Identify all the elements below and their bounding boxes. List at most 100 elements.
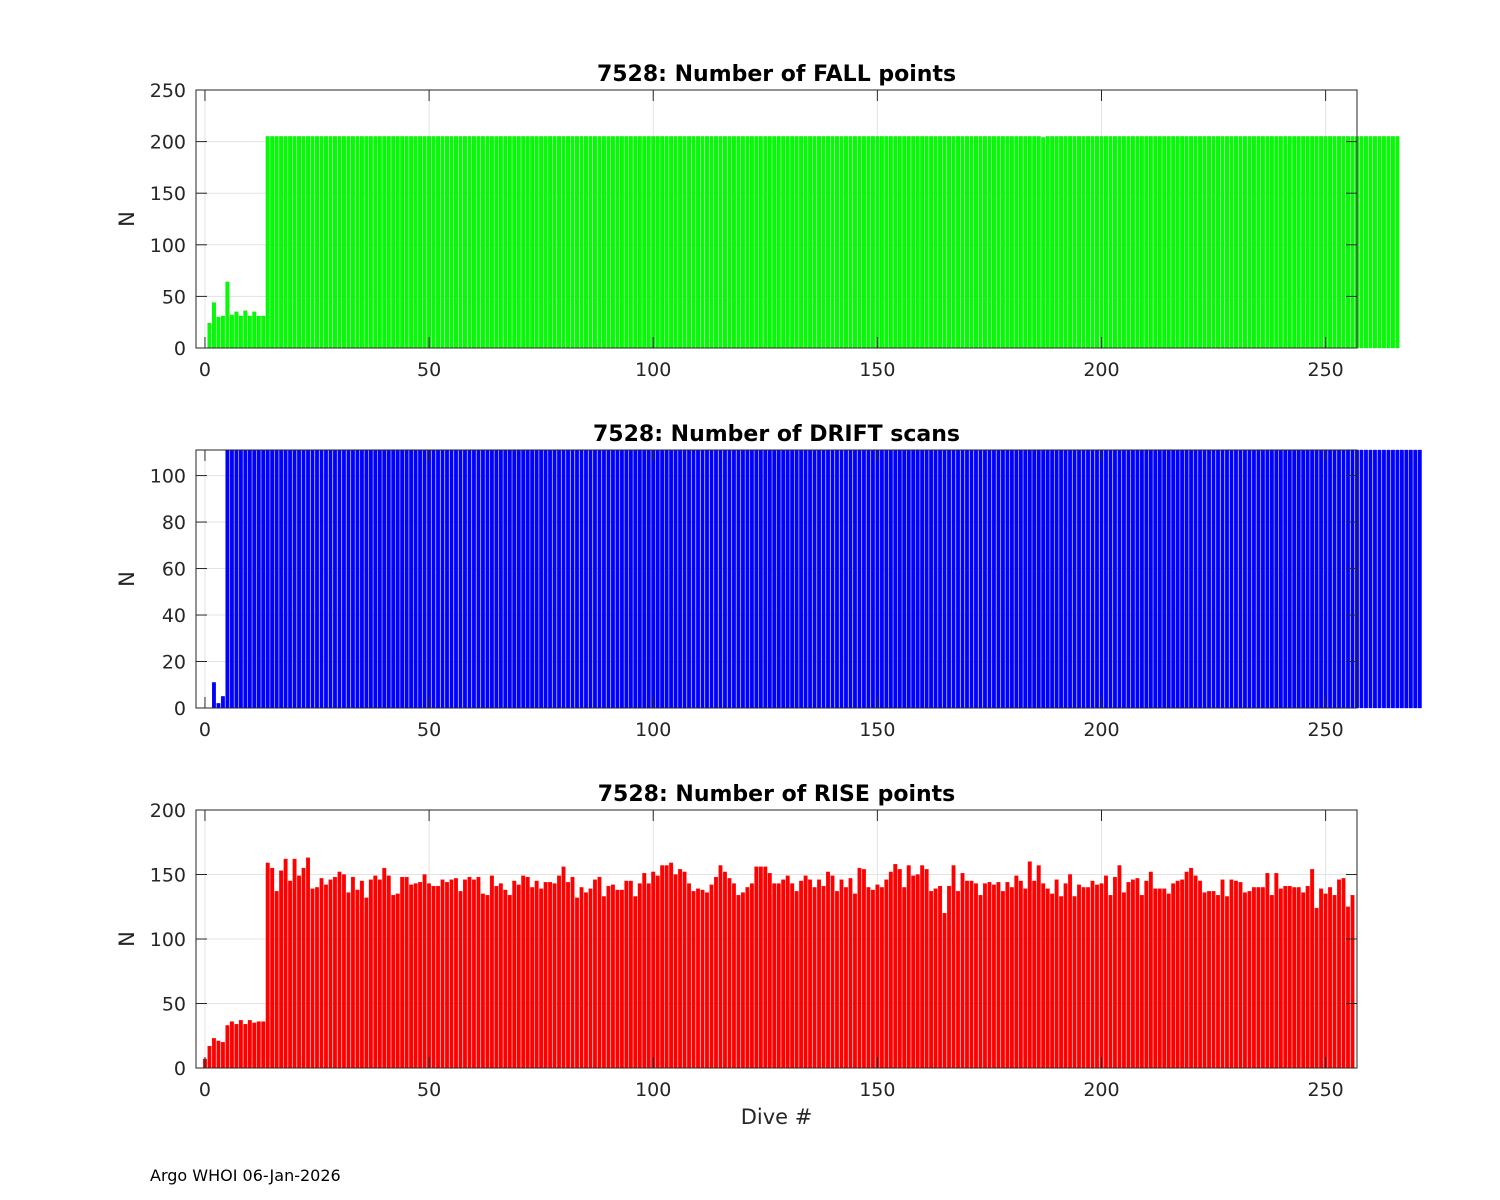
bar	[888, 136, 893, 349]
x-tick-label: 150	[859, 359, 895, 381]
bar	[1350, 136, 1355, 349]
bar	[584, 892, 588, 1069]
bar	[333, 876, 337, 1069]
bar	[575, 897, 579, 1069]
bar	[328, 449, 333, 709]
bar	[1126, 449, 1131, 709]
x-tick-label: 50	[417, 1079, 441, 1101]
bar	[987, 882, 992, 1069]
bar	[633, 136, 638, 349]
bar	[1287, 885, 1292, 1069]
x-tick-label: 100	[635, 359, 671, 381]
bar	[601, 136, 606, 349]
bar	[835, 449, 839, 709]
bar	[328, 879, 333, 1069]
bar	[225, 449, 230, 709]
bar	[853, 893, 857, 1069]
bar	[283, 858, 288, 1069]
bar	[288, 449, 293, 709]
bar	[579, 136, 584, 349]
bar	[297, 875, 302, 1069]
bar	[319, 878, 324, 1069]
bar	[431, 885, 436, 1069]
bar	[897, 869, 902, 1069]
y-tick-label: 20	[162, 652, 186, 674]
bar	[382, 136, 387, 349]
bar	[727, 136, 732, 349]
bar	[1059, 896, 1064, 1069]
bar	[463, 879, 467, 1069]
bar	[350, 876, 355, 1069]
bar	[503, 136, 508, 349]
bar	[1112, 136, 1117, 349]
bar	[745, 449, 750, 709]
bar	[1099, 136, 1104, 349]
bar	[942, 913, 947, 1069]
bar	[1099, 883, 1104, 1069]
bar	[1108, 894, 1113, 1069]
bar	[1399, 449, 1404, 709]
bar	[875, 136, 880, 349]
bar	[539, 449, 544, 709]
bar	[543, 449, 548, 709]
bar	[1153, 136, 1158, 349]
bar	[727, 878, 732, 1069]
bar	[794, 136, 799, 349]
bar	[494, 136, 499, 349]
bar	[431, 136, 436, 349]
bar	[1104, 136, 1108, 349]
bar	[619, 449, 624, 709]
bar	[673, 449, 678, 709]
bar	[346, 449, 351, 709]
bar	[1005, 449, 1010, 709]
bar	[758, 866, 763, 1069]
bar	[557, 875, 562, 1069]
bar	[440, 879, 445, 1069]
bar	[1292, 136, 1297, 349]
bar	[324, 136, 328, 349]
bar	[1175, 880, 1180, 1069]
bar	[534, 880, 539, 1069]
bar	[364, 897, 369, 1069]
bar	[1148, 871, 1153, 1069]
bar	[812, 136, 817, 349]
bar	[1323, 893, 1328, 1069]
bar	[628, 136, 633, 349]
bar	[382, 867, 387, 1069]
y-tick-label: 100	[150, 235, 186, 257]
bar	[776, 449, 781, 709]
bar	[969, 136, 974, 349]
bar	[337, 449, 342, 709]
chart-title: 7528: Number of FALL points	[597, 62, 956, 87]
bar	[534, 136, 539, 349]
x-tick-label: 50	[417, 719, 441, 741]
bar	[911, 449, 916, 709]
bar	[1104, 875, 1108, 1069]
bar	[740, 892, 745, 1069]
bar	[1202, 136, 1207, 349]
bar	[220, 1042, 225, 1069]
bar	[1368, 136, 1373, 349]
bar	[633, 449, 638, 709]
bar	[978, 136, 983, 349]
bar	[579, 887, 584, 1069]
bar	[835, 891, 839, 1069]
bar	[1242, 136, 1247, 349]
bar	[1095, 449, 1099, 709]
bar	[404, 449, 409, 709]
bar	[225, 1025, 230, 1069]
bar	[512, 880, 517, 1069]
bar	[799, 136, 804, 349]
bar	[601, 449, 606, 709]
bar	[687, 883, 692, 1069]
bar	[557, 136, 562, 349]
bar	[1296, 449, 1301, 709]
bar	[830, 875, 835, 1069]
bar	[1139, 894, 1144, 1069]
bar	[1305, 885, 1310, 1069]
bar	[476, 876, 481, 1069]
bar	[1346, 906, 1350, 1069]
bar	[1135, 136, 1140, 349]
bar	[229, 449, 234, 709]
bar	[1166, 449, 1171, 709]
